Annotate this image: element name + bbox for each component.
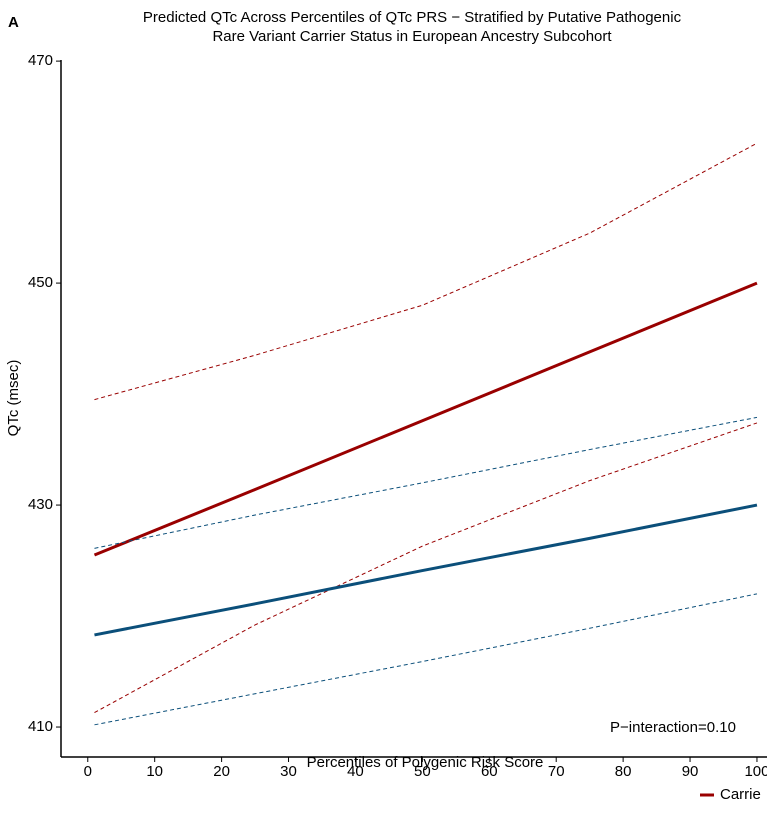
chart-title: Rare Variant Carrier Status in European … [212, 28, 612, 45]
ci-line [94, 422, 758, 714]
line [93, 281, 758, 557]
panel-label: A [8, 14, 19, 31]
x-tick-label: 100 [744, 763, 767, 780]
legend-label: Carrie [720, 786, 761, 803]
chart-title: Predicted QTc Across Percentiles of QTc … [143, 9, 682, 26]
ci-line [94, 416, 758, 549]
y-tick-label: 430 [28, 496, 53, 513]
x-tick-label: 50 [414, 763, 431, 780]
line [94, 503, 758, 637]
y-tick-label: 410 [28, 718, 53, 735]
x-tick-label: 80 [615, 763, 632, 780]
x-tick-label: 20 [213, 763, 230, 780]
x-tick-label: 0 [84, 763, 92, 780]
y-tick-label: 470 [28, 52, 53, 69]
y-tick-label: 450 [28, 274, 53, 291]
ci-line [94, 142, 758, 401]
x-tick-label: 60 [481, 763, 498, 780]
annotation: P−interaction=0.10 [610, 719, 736, 736]
x-tick-label: 40 [347, 763, 364, 780]
x-tick-label: 30 [280, 763, 297, 780]
ci-line [94, 593, 758, 726]
x-tick-label: 10 [146, 763, 163, 780]
x-tick-label: 70 [548, 763, 565, 780]
x-tick-label: 90 [682, 763, 699, 780]
x-axis-label: Percentiles of Polygenic Risk Score [307, 754, 544, 771]
y-axis-label: QTc (msec) [5, 360, 22, 437]
